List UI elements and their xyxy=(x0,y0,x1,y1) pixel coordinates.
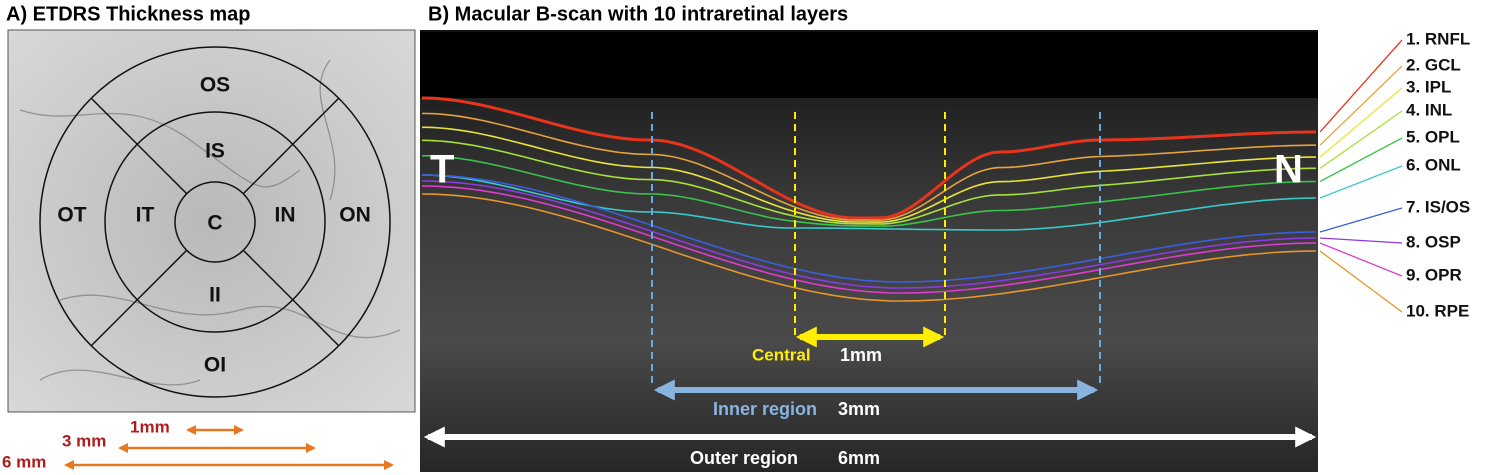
vessels xyxy=(19,59,401,386)
scale-arrows xyxy=(64,425,394,470)
sector-label: ON xyxy=(339,204,371,227)
leader-line xyxy=(1319,207,1403,233)
scale-label: 3 mm xyxy=(62,431,106,450)
layer-curve xyxy=(421,174,1317,283)
layer-label: 3. IPL xyxy=(1406,77,1451,96)
leader-line xyxy=(1319,87,1403,158)
layer-label: 10. RPE xyxy=(1406,301,1469,320)
layer-curve xyxy=(421,193,1317,302)
region-name: Central xyxy=(752,345,811,364)
sector-label: OS xyxy=(200,74,230,97)
layer-label: 2. GCL xyxy=(1406,55,1461,74)
sector-label: IT xyxy=(136,204,155,227)
leader-line xyxy=(1319,250,1403,313)
region-size: 3mm xyxy=(838,399,880,419)
leader-line xyxy=(1319,237,1403,244)
leader-line xyxy=(1319,165,1403,199)
sector-label: II xyxy=(209,284,221,307)
layer-curve xyxy=(421,96,1316,220)
side-label: T xyxy=(430,148,454,192)
panel-b-title: B) Macular B-scan with 10 intraretinal l… xyxy=(428,3,848,25)
region-name: Inner region xyxy=(713,399,817,419)
sector-label: IN xyxy=(275,204,296,227)
layer-curve xyxy=(421,180,1317,289)
layer-curves xyxy=(421,96,1317,302)
layer-label: 5. OPL xyxy=(1406,127,1460,146)
leader-line xyxy=(1319,65,1403,146)
layer-legend: 1. RNFL 2. GCL 3. IPL 4. INL 5. OPL 6. ONL 7. … xyxy=(1319,29,1470,320)
region-name: Outer region xyxy=(690,448,798,468)
layer-label: 4. INL xyxy=(1406,100,1452,119)
side-label: N xyxy=(1274,148,1303,192)
panel-a-title: A) ETDRS Thickness map xyxy=(6,3,251,25)
sector-label: OI xyxy=(204,354,226,377)
etdrs-grid xyxy=(39,46,391,398)
layer-curve xyxy=(421,139,1316,225)
fundus-image xyxy=(7,29,416,413)
layer-label: 6. ONL xyxy=(1406,155,1461,174)
leader-line xyxy=(1319,137,1403,183)
layer-label: 1. RNFL xyxy=(1406,29,1470,48)
sector-label: OT xyxy=(57,204,86,227)
leader-line xyxy=(1319,39,1403,133)
leader-line xyxy=(1319,110,1403,169)
region-size: 1mm xyxy=(840,345,882,365)
bscan-top-band xyxy=(420,32,1318,98)
layer-label: 7. IS/OS xyxy=(1406,197,1470,216)
layer-label: 9. OPR xyxy=(1406,265,1462,284)
leader-line xyxy=(1319,242,1403,277)
layer-curve xyxy=(421,112,1316,222)
layer-curve xyxy=(422,155,1317,227)
layer-curve xyxy=(421,185,1317,294)
region-bounds xyxy=(651,112,1101,385)
scale-label: 6 mm xyxy=(2,452,46,471)
layer-label: 8. OSP xyxy=(1406,232,1461,251)
layer-curve xyxy=(422,126,1316,223)
scale-label: 1mm xyxy=(130,417,170,436)
region-size: 6mm xyxy=(838,448,880,468)
layer-curve xyxy=(421,174,1317,231)
sector-label: C xyxy=(207,212,222,235)
sector-label: IS xyxy=(205,140,225,163)
